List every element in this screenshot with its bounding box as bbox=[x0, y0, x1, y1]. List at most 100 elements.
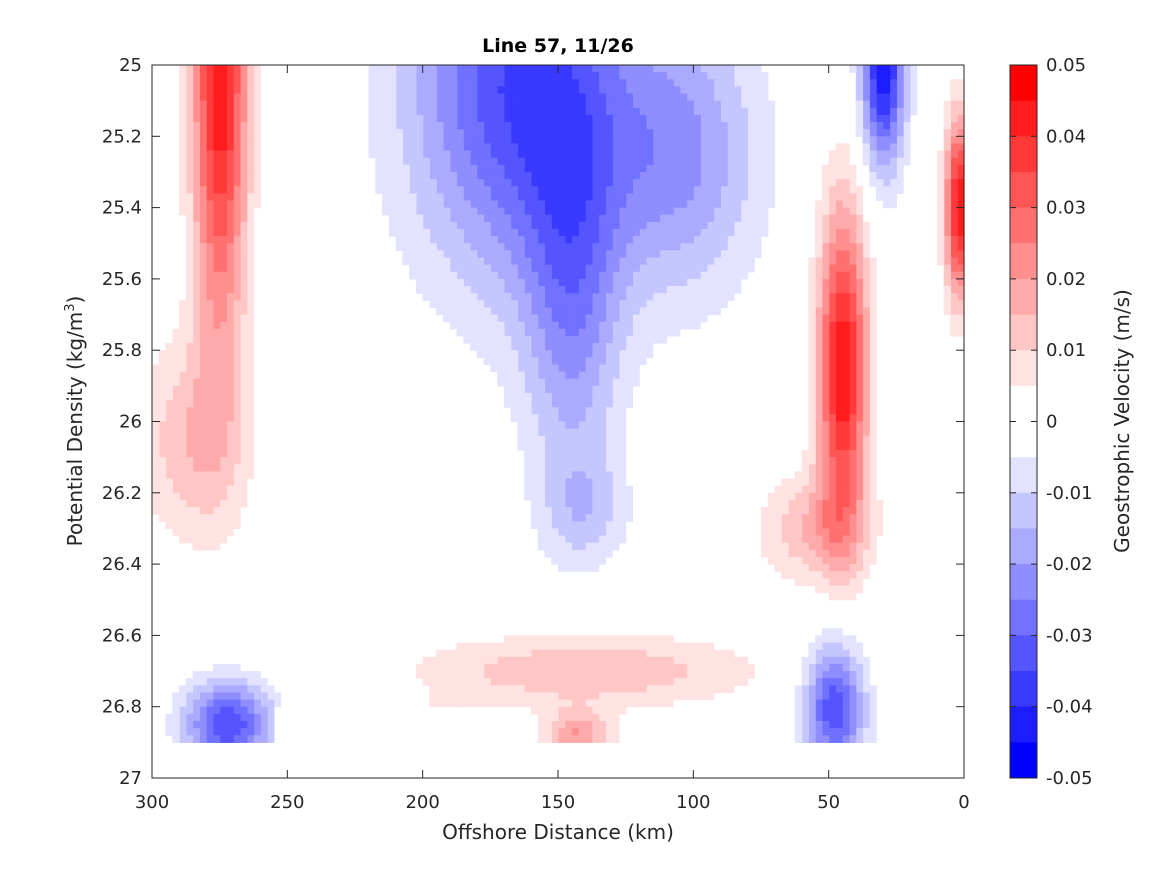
contour-cell bbox=[185, 357, 194, 366]
contour-cell bbox=[246, 107, 255, 116]
contour-cell bbox=[855, 72, 864, 80]
contour-cell bbox=[219, 136, 228, 145]
contour-cell bbox=[382, 86, 390, 95]
contour-cell bbox=[625, 642, 634, 651]
contour-cell bbox=[767, 150, 776, 159]
contour-cell bbox=[625, 321, 634, 330]
contour-cell bbox=[761, 193, 769, 202]
contour-cell bbox=[855, 407, 864, 415]
contour-cell bbox=[943, 207, 952, 216]
contour-cell bbox=[476, 157, 485, 166]
contour-cell bbox=[551, 79, 559, 87]
contour-cell bbox=[476, 236, 485, 244]
contour-cell bbox=[882, 164, 891, 173]
contour-cell bbox=[842, 428, 850, 437]
contour-cell bbox=[436, 93, 444, 102]
contour-cell bbox=[889, 65, 897, 73]
contour-cell bbox=[558, 307, 566, 316]
contour-cell bbox=[409, 271, 417, 280]
contour-cell bbox=[835, 293, 843, 301]
contour-cell bbox=[652, 635, 661, 644]
contour-cell bbox=[199, 186, 207, 194]
contour-cell bbox=[848, 307, 857, 316]
contour-cell bbox=[497, 243, 505, 251]
contour-cell bbox=[869, 79, 877, 87]
contour-cell bbox=[774, 507, 782, 515]
contour-cell bbox=[957, 129, 965, 137]
contour-cell bbox=[828, 556, 837, 565]
contour-cell bbox=[591, 343, 600, 351]
contour-cell bbox=[713, 221, 721, 230]
contour-cell bbox=[503, 335, 512, 344]
contour-cell bbox=[733, 157, 742, 166]
contour-cell bbox=[564, 164, 573, 173]
contour-cell bbox=[503, 164, 512, 173]
contour-cell bbox=[558, 464, 566, 473]
contour-cell bbox=[524, 86, 532, 95]
contour-cell bbox=[206, 136, 214, 145]
contour-cell bbox=[625, 499, 634, 508]
contour-cell bbox=[842, 499, 850, 508]
contour-cell bbox=[415, 86, 424, 95]
contour-cell bbox=[558, 663, 566, 672]
contour-cell bbox=[943, 271, 952, 280]
contour-cell bbox=[564, 692, 573, 701]
contour-cell bbox=[835, 414, 843, 423]
contour-cell bbox=[544, 507, 552, 515]
contour-cell bbox=[821, 514, 830, 522]
contour-cell bbox=[497, 264, 505, 273]
contour-cell bbox=[747, 136, 755, 145]
contour-cell bbox=[645, 343, 654, 351]
contour-cell bbox=[598, 314, 606, 323]
contour-cell bbox=[490, 357, 498, 366]
contour-cell bbox=[503, 193, 512, 202]
contour-cell bbox=[233, 357, 241, 366]
contour-cell bbox=[855, 264, 864, 273]
contour-cell bbox=[564, 414, 573, 423]
contour-cell bbox=[470, 150, 478, 159]
contour-cell bbox=[720, 136, 728, 145]
contour-cell bbox=[436, 300, 444, 309]
contour-cell bbox=[855, 314, 864, 323]
contour-cell bbox=[206, 478, 214, 487]
contour-cell bbox=[246, 314, 255, 323]
contour-cell bbox=[206, 264, 214, 273]
contour-cell bbox=[869, 264, 877, 273]
contour-cell bbox=[483, 671, 491, 679]
contour-cell bbox=[815, 400, 823, 408]
contour-cell bbox=[950, 321, 958, 330]
contour-cell bbox=[801, 578, 809, 587]
contour-cell bbox=[192, 671, 200, 679]
contour-cell bbox=[185, 278, 194, 287]
contour-cell bbox=[848, 735, 857, 743]
contour-cell bbox=[618, 521, 627, 530]
contour-cell bbox=[666, 207, 674, 216]
contour-cell bbox=[551, 293, 559, 301]
contour-cell bbox=[652, 271, 661, 280]
contour-cell bbox=[774, 528, 782, 537]
contour-cell bbox=[652, 200, 661, 209]
contour-cell bbox=[585, 65, 593, 73]
contour-cell bbox=[761, 228, 769, 237]
contour-cell bbox=[219, 421, 228, 430]
contour-cell bbox=[896, 93, 904, 102]
contour-cell bbox=[551, 343, 559, 351]
contour-cell bbox=[260, 685, 268, 694]
contour-cell bbox=[659, 72, 667, 80]
contour-cell bbox=[591, 421, 600, 430]
contour-cell bbox=[476, 65, 485, 73]
contour-cell bbox=[422, 207, 431, 216]
contour-cell bbox=[828, 214, 837, 223]
contour-cell bbox=[517, 321, 525, 330]
contour-cell bbox=[693, 236, 701, 244]
contour-cell bbox=[226, 278, 234, 287]
contour-cell bbox=[612, 507, 620, 515]
contour-cell bbox=[591, 93, 600, 102]
contour-cell bbox=[639, 656, 647, 665]
contour-cell bbox=[957, 286, 965, 294]
contour-cell bbox=[470, 250, 478, 259]
contour-cell bbox=[476, 114, 485, 123]
contour-cell bbox=[185, 228, 194, 237]
contour-cell bbox=[212, 150, 221, 159]
contour-cell bbox=[456, 150, 464, 159]
